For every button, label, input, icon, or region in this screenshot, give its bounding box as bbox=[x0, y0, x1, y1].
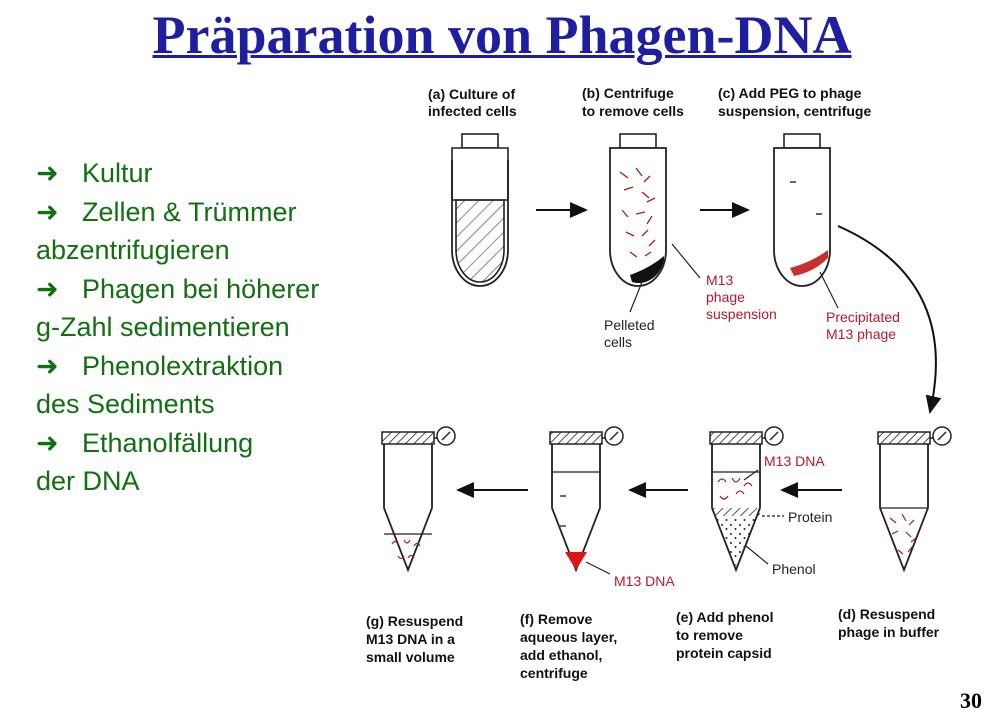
svg-text:(b) Centrifuge: (b) Centrifuge bbox=[582, 85, 674, 101]
phenol-layer bbox=[714, 518, 758, 566]
bullet-text: Phenolextraktion bbox=[82, 350, 284, 381]
svg-text:small volume: small volume bbox=[366, 649, 455, 665]
label-precipitated: Precipitated M13 phage bbox=[819, 271, 900, 342]
bullet-item: ➜ Phagen bei höherer bbox=[36, 270, 319, 309]
bullet-item: ➜ Zellen & Trümmer bbox=[36, 193, 319, 232]
svg-text:M13 DNA: M13 DNA bbox=[764, 453, 825, 469]
svg-text:add ethanol,: add ethanol, bbox=[520, 647, 602, 663]
right-arrow-icon: ➜ bbox=[36, 196, 59, 227]
right-arrow-icon: ➜ bbox=[36, 427, 59, 458]
bullet-list: ➜ Kultur ➜ Zellen & Trümmer abzentrifugier… bbox=[36, 154, 319, 501]
svg-text:(a) Culture of: (a) Culture of bbox=[428, 86, 515, 102]
bullet-text: Phagen bei höherer bbox=[82, 273, 320, 304]
bullet-item: ➜ Phenolextraktion bbox=[36, 347, 319, 386]
label-m13-dna-e: M13 DNA bbox=[743, 453, 825, 481]
right-arrow-icon: ➜ bbox=[36, 350, 59, 381]
dna-strands bbox=[717, 477, 753, 500]
svg-text:M13 phage: M13 phage bbox=[826, 326, 896, 342]
svg-text:to remove cells: to remove cells bbox=[582, 103, 684, 119]
bullet-item: ➜ Ethanolfällung bbox=[36, 424, 319, 463]
bullet-continuation: g-Zahl sedimentieren bbox=[36, 312, 290, 342]
svg-text:(d) Resuspend: (d) Resuspend bbox=[838, 606, 935, 622]
step-e-caption: (e) Add phenol to remove protein capsid bbox=[676, 609, 773, 661]
tube-ethanol bbox=[549, 426, 624, 573]
label-protein: Protein bbox=[762, 509, 832, 525]
arrow-c-to-d bbox=[837, 225, 942, 414]
svg-text:suspension: suspension bbox=[706, 306, 777, 322]
svg-text:(e) Add phenol: (e) Add phenol bbox=[676, 609, 773, 625]
svg-text:(c) Add PEG to phage: (c) Add PEG to phage bbox=[718, 85, 862, 101]
svg-text:to remove: to remove bbox=[676, 627, 743, 643]
svg-text:protein capsid: protein capsid bbox=[676, 645, 772, 661]
bullet-continuation: abzentrifugieren bbox=[36, 235, 230, 265]
label-phenol: Phenol bbox=[745, 545, 816, 577]
tube-resuspended bbox=[877, 426, 952, 573]
svg-text:aqueous layer,: aqueous layer, bbox=[520, 629, 617, 645]
svg-text:Precipitated: Precipitated bbox=[826, 309, 900, 325]
page-title: Präparation von Phagen-DNA bbox=[152, 5, 852, 65]
svg-text:Pelleted: Pelleted bbox=[604, 317, 655, 333]
bullet-text: Ethanolfällung bbox=[82, 427, 254, 458]
svg-text:infected cells: infected cells bbox=[428, 103, 517, 119]
bullet-continuation: der DNA bbox=[36, 466, 140, 496]
tube-peg bbox=[773, 133, 831, 287]
tube-final bbox=[381, 426, 456, 573]
svg-text:M13 DNA: M13 DNA bbox=[614, 573, 675, 589]
precipitate-mark bbox=[790, 250, 828, 276]
page-number: 30 bbox=[960, 688, 982, 713]
step-c-caption: (c) Add PEG to phage suspension, centrif… bbox=[718, 85, 871, 119]
svg-text:phage: phage bbox=[706, 289, 745, 305]
dna-pellet-mark bbox=[565, 552, 587, 570]
step-f-caption: (f) Remove aqueous layer, add ethanol, c… bbox=[520, 611, 617, 681]
svg-text:centrifuge: centrifuge bbox=[520, 665, 588, 681]
svg-text:cells: cells bbox=[604, 334, 632, 350]
label-m13-suspension: M13 phage suspension bbox=[671, 243, 777, 322]
svg-text:Phenol: Phenol bbox=[772, 561, 816, 577]
svg-text:(g) Resuspend: (g) Resuspend bbox=[366, 613, 463, 629]
svg-text:M13: M13 bbox=[706, 272, 733, 288]
tube-culture bbox=[451, 133, 509, 287]
step-d-caption: (d) Resuspend phage in buffer bbox=[838, 606, 940, 640]
step-b-caption: (b) Centrifuge to remove cells bbox=[582, 85, 684, 119]
bullet-continuation: des Sediments bbox=[36, 389, 215, 419]
svg-text:Protein: Protein bbox=[788, 509, 832, 525]
svg-text:(f) Remove: (f) Remove bbox=[520, 611, 593, 627]
tube-centrifuged bbox=[609, 133, 667, 287]
tube-phenol bbox=[709, 426, 784, 573]
bullet-text: Zellen & Trümmer bbox=[82, 196, 297, 227]
svg-text:suspension, centrifuge: suspension, centrifuge bbox=[718, 103, 871, 119]
right-arrow-icon: ➜ bbox=[36, 158, 59, 188]
svg-text:phage in buffer: phage in buffer bbox=[838, 624, 940, 640]
step-a-caption: (a) Culture of infected cells bbox=[428, 86, 517, 119]
phage-particles bbox=[619, 167, 656, 258]
label-pelleted-cells: Pelleted cells bbox=[604, 281, 655, 350]
label-m13-dna-f: M13 DNA bbox=[585, 561, 675, 589]
pellet-mark bbox=[630, 256, 664, 284]
svg-text:M13 DNA in a: M13 DNA in a bbox=[366, 631, 455, 647]
phage-particles bbox=[889, 513, 917, 555]
step-g-caption: (g) Resuspend M13 DNA in a small volume bbox=[366, 613, 463, 665]
dna-strands bbox=[391, 539, 421, 560]
bullet-text: Kultur bbox=[82, 158, 153, 188]
protein-layer bbox=[712, 508, 760, 516]
bullet-item: ➜ Kultur bbox=[36, 154, 319, 193]
right-arrow-icon: ➜ bbox=[36, 273, 59, 304]
